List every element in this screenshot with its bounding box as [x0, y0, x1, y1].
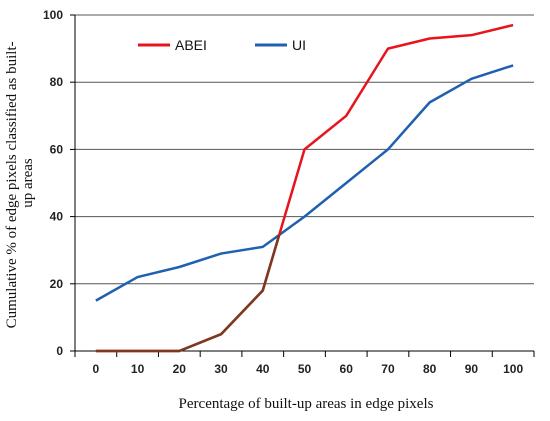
x-tick-label-70: 70: [381, 362, 395, 376]
y-axis-title-line-2: up areas: [20, 158, 36, 208]
axes: [74, 15, 534, 352]
series-line-ui: [95, 64, 514, 302]
x-tick-label-90: 90: [465, 362, 479, 376]
x-tick-label-40: 40: [256, 362, 270, 376]
y-tick-label-20: 20: [50, 277, 64, 291]
x-tick-label-80: 80: [423, 362, 437, 376]
x-tick-labels: 0 10 20 30 40 50 60 70 80 90 100: [74, 351, 535, 376]
y-tick-label-100: 100: [43, 8, 63, 22]
y-tick-label-60: 60: [50, 142, 64, 156]
x-tick-label-20: 20: [173, 362, 187, 376]
legend-label-abei: ABEI: [175, 37, 207, 53]
series-line-abei-lower-segment: [95, 234, 281, 353]
series-line-abei: [95, 23, 514, 353]
x-tick-label-60: 60: [340, 362, 354, 376]
x-tick-label-30: 30: [214, 362, 228, 376]
y-tick-label-40: 40: [50, 210, 64, 224]
x-axis-title: Percentage of built-up areas in edge pix…: [179, 396, 434, 412]
x-tick-label-50: 50: [298, 362, 312, 376]
x-tick-label-10: 10: [131, 362, 145, 376]
x-tick-label-0: 0: [93, 362, 100, 376]
y-tick-label-0: 0: [56, 344, 63, 358]
y-tick-labels: 0 20 40 60 80 100: [43, 8, 75, 358]
legend-label-ui: UI: [292, 37, 306, 53]
legend: ABEI UI: [138, 37, 306, 53]
y-axis-title: Cumulative % of edge pixels classified a…: [4, 38, 36, 329]
series-lines: [95, 23, 514, 353]
y-tick-label-80: 80: [50, 75, 64, 89]
x-tick-label-100: 100: [503, 362, 523, 376]
y-axis-title-line-1: Cumulative % of edge pixels classified a…: [4, 41, 20, 328]
